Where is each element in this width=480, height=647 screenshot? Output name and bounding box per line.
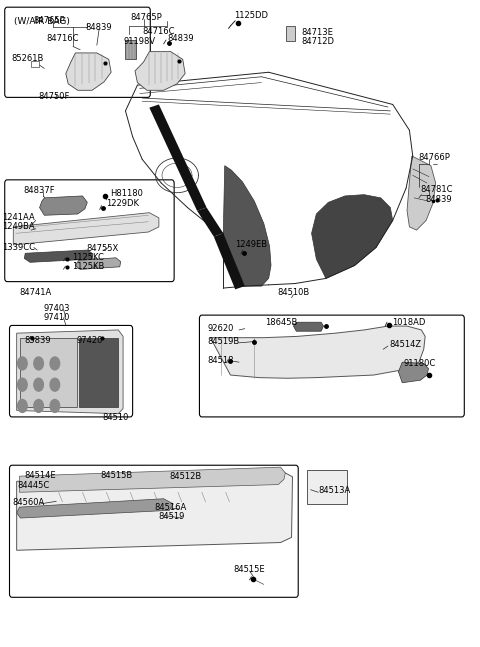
Polygon shape — [312, 195, 393, 278]
Text: 84515E: 84515E — [233, 565, 265, 574]
Polygon shape — [75, 258, 120, 269]
Circle shape — [34, 378, 43, 391]
Text: 84716C: 84716C — [47, 34, 79, 43]
Text: 84515B: 84515B — [101, 471, 133, 480]
Bar — [31, 61, 38, 67]
Polygon shape — [214, 234, 245, 289]
Text: 84510B: 84510B — [277, 288, 310, 297]
FancyBboxPatch shape — [10, 325, 132, 417]
FancyBboxPatch shape — [10, 465, 298, 597]
Polygon shape — [17, 472, 292, 550]
Circle shape — [18, 399, 27, 412]
Text: 84766P: 84766P — [419, 153, 450, 162]
Polygon shape — [13, 213, 159, 245]
Text: 1249EB: 1249EB — [235, 241, 267, 249]
Text: 84516A: 84516A — [154, 503, 186, 512]
Polygon shape — [17, 499, 173, 518]
Polygon shape — [17, 330, 123, 413]
Text: 84755X: 84755X — [86, 245, 119, 253]
Text: 84750F: 84750F — [38, 93, 70, 101]
Circle shape — [50, 378, 60, 391]
Polygon shape — [20, 467, 285, 492]
Text: 84765P: 84765P — [130, 13, 162, 22]
Text: 84560A: 84560A — [12, 498, 44, 507]
Text: 84716C: 84716C — [142, 27, 175, 36]
Text: 97420: 97420 — [77, 336, 103, 345]
Text: 84781C: 84781C — [420, 185, 453, 194]
Text: 1339CC: 1339CC — [2, 243, 36, 252]
Polygon shape — [197, 208, 223, 237]
FancyBboxPatch shape — [5, 180, 174, 281]
Text: 92620: 92620 — [207, 324, 234, 333]
Bar — [286, 26, 295, 41]
Text: 84518: 84518 — [207, 356, 234, 366]
Circle shape — [34, 399, 43, 412]
Text: H81180: H81180 — [110, 189, 143, 198]
Circle shape — [50, 399, 60, 412]
Text: 84514E: 84514E — [24, 471, 56, 480]
Polygon shape — [293, 322, 324, 331]
Polygon shape — [66, 53, 111, 91]
Text: (W/AIR BAG): (W/AIR BAG) — [14, 17, 70, 26]
Text: 91198V: 91198V — [123, 38, 156, 47]
Text: 84512B: 84512B — [169, 472, 202, 481]
Polygon shape — [149, 104, 206, 211]
Polygon shape — [223, 166, 271, 286]
Text: 84765P: 84765P — [34, 16, 66, 25]
Text: 84519: 84519 — [158, 512, 184, 521]
Text: 1241AA: 1241AA — [2, 214, 35, 223]
Text: 84713E: 84713E — [301, 28, 333, 37]
FancyBboxPatch shape — [5, 7, 150, 98]
Text: 84839: 84839 — [85, 23, 111, 32]
Circle shape — [34, 357, 43, 370]
Circle shape — [18, 357, 27, 370]
Text: 84839: 84839 — [425, 195, 452, 204]
Text: 1249BA: 1249BA — [2, 223, 35, 232]
Text: 84712D: 84712D — [301, 37, 334, 46]
Polygon shape — [398, 362, 429, 383]
Bar — [307, 470, 348, 504]
Bar — [20, 338, 77, 407]
Polygon shape — [407, 156, 436, 230]
Circle shape — [50, 357, 60, 370]
Text: 85261B: 85261B — [11, 54, 43, 63]
Text: 18645B: 18645B — [265, 318, 297, 327]
Text: 85839: 85839 — [24, 336, 51, 345]
FancyBboxPatch shape — [199, 315, 464, 417]
Polygon shape — [135, 52, 185, 91]
Text: 1229DK: 1229DK — [107, 199, 139, 208]
Text: 97403: 97403 — [43, 303, 70, 313]
Text: 84839: 84839 — [168, 34, 194, 43]
Polygon shape — [210, 326, 425, 378]
Text: 84741A: 84741A — [20, 288, 52, 297]
Text: 97410: 97410 — [43, 313, 70, 322]
Text: 84837F: 84837F — [24, 186, 55, 195]
Bar — [79, 338, 118, 407]
Text: 84514Z: 84514Z — [389, 340, 421, 349]
Polygon shape — [39, 196, 87, 215]
Text: 1125DD: 1125DD — [234, 11, 268, 20]
Polygon shape — [24, 250, 93, 262]
Text: 91180C: 91180C — [403, 359, 435, 368]
Text: 84513A: 84513A — [318, 487, 350, 496]
Bar — [124, 40, 136, 60]
Text: 1125KB: 1125KB — [72, 262, 104, 271]
Text: 1125KC: 1125KC — [72, 253, 104, 262]
Text: 1018AD: 1018AD — [392, 318, 425, 327]
Circle shape — [18, 378, 27, 391]
Text: 84445C: 84445C — [18, 481, 50, 490]
Text: 84519B: 84519B — [207, 337, 240, 346]
Text: 84510: 84510 — [103, 413, 129, 422]
